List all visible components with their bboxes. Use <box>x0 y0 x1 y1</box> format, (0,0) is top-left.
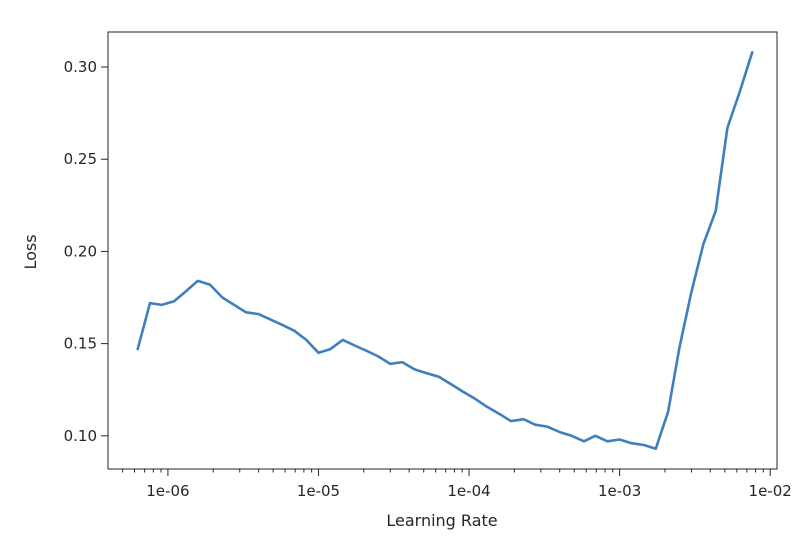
x-tick-label: 1e-06 <box>146 482 189 500</box>
loss-series-line <box>136 50 754 451</box>
y-tick-label: 0.10 <box>64 427 97 445</box>
y-tick-label: 0.25 <box>64 150 97 168</box>
x-tick-label: 1e-05 <box>297 482 340 500</box>
y-tick-label: 0.15 <box>64 335 97 353</box>
y-tick-label: 0.30 <box>64 58 97 76</box>
y-tick-label: 0.20 <box>64 242 97 260</box>
x-tick-label: 1e-02 <box>749 482 792 500</box>
x-axis-label: Learning Rate <box>386 511 497 530</box>
y-axis-label: Loss <box>21 234 40 269</box>
x-tick-label: 1e-03 <box>598 482 641 500</box>
x-minor-ticks <box>122 469 764 473</box>
x-axis: 1e-06 1e-05 1e-04 1e-03 1e-02 <box>146 469 792 500</box>
x-tick-label: 1e-04 <box>447 482 490 500</box>
plot-frame <box>107 31 778 470</box>
y-axis: 0.10 0.15 0.20 0.25 0.30 <box>64 58 108 445</box>
